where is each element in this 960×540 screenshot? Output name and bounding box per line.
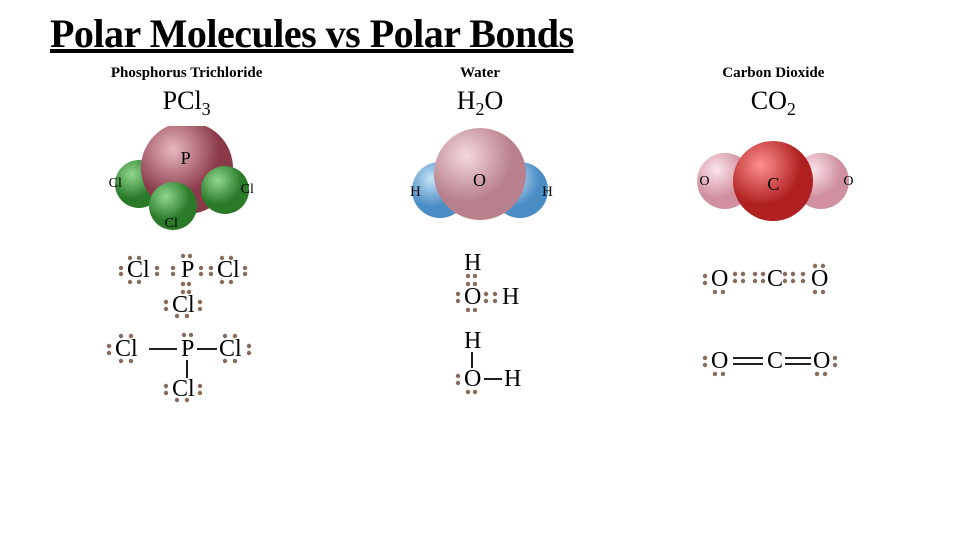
formula-text: CO: [751, 86, 787, 115]
atom-label-c: C: [767, 174, 779, 195]
svg-text:P: P: [181, 257, 194, 283]
svg-text:C: C: [767, 266, 783, 292]
atom-label-cl: Cl: [165, 216, 178, 232]
lewis-dot-pcl3: Cl P Cl Cl: [77, 242, 297, 322]
svg-text:O: O: [464, 366, 481, 392]
molecules-row: Phosphorus Trichloride PCl3 P Cl Cl: [50, 65, 910, 406]
svg-text:Cl: Cl: [172, 376, 195, 402]
svg-text:O: O: [711, 348, 728, 374]
atom-label-h: H: [410, 184, 421, 201]
svg-text:H: H: [464, 250, 481, 276]
atom-label-cl: Cl: [241, 182, 254, 198]
svg-text:H: H: [502, 284, 519, 310]
lewis-dot-co2: O C O: [663, 242, 883, 322]
atom-label-cl: Cl: [109, 176, 122, 192]
model-3d: O H H: [370, 126, 590, 236]
formula-text: PCl: [163, 86, 202, 115]
svg-text:Cl: Cl: [127, 257, 150, 283]
molecule-formula: H2O: [457, 86, 504, 120]
lewis-line-co2: O C O: [663, 324, 883, 404]
formula-text: H: [457, 86, 476, 115]
formula-tail: O: [484, 86, 503, 115]
molecule-formula: CO2: [751, 86, 796, 120]
svg-text:Cl: Cl: [172, 292, 195, 318]
molecule-name: Phosphorus Trichloride: [111, 65, 263, 82]
molecule-h2o: Water H2O O H H: [343, 65, 616, 406]
atom-label-p: P: [181, 148, 191, 169]
model-3d: P Cl Cl Cl: [77, 126, 297, 236]
atom-label-h: H: [542, 184, 553, 201]
slide-container: Polar Molecules vs Polar Bonds Phosphoru…: [0, 0, 960, 416]
svg-text:C: C: [767, 348, 783, 374]
atom-label-o: O: [473, 170, 486, 191]
atom-label-o: O: [699, 174, 709, 190]
molecule-name: Water: [460, 65, 500, 82]
svg-text:Cl: Cl: [115, 336, 138, 362]
molecule-pcl3: Phosphorus Trichloride PCl3 P Cl Cl: [50, 65, 323, 406]
formula-sub: 2: [787, 99, 796, 119]
model-3d: C O O: [663, 126, 883, 236]
svg-text:H: H: [504, 366, 521, 392]
svg-text:O: O: [811, 266, 828, 292]
atom-label-o: O: [843, 174, 853, 190]
formula-sub: 3: [202, 99, 211, 119]
svg-text:H: H: [464, 328, 481, 354]
lewis-dot-h2o: H O H: [370, 242, 590, 322]
lewis-line-pcl3: Cl P Cl Cl: [77, 324, 297, 404]
molecule-formula: PCl3: [163, 86, 211, 120]
svg-text:O: O: [813, 348, 830, 374]
molecule-co2: Carbon Dioxide CO2 C O O: [637, 65, 910, 406]
svg-text:O: O: [711, 266, 728, 292]
svg-text:O: O: [464, 284, 481, 310]
svg-text:P: P: [181, 336, 194, 362]
slide-title: Polar Molecules vs Polar Bonds: [50, 10, 910, 57]
molecule-name: Carbon Dioxide: [722, 65, 824, 82]
svg-text:Cl: Cl: [219, 336, 242, 362]
svg-text:Cl: Cl: [217, 257, 240, 283]
lewis-line-h2o: H O H: [370, 324, 590, 404]
